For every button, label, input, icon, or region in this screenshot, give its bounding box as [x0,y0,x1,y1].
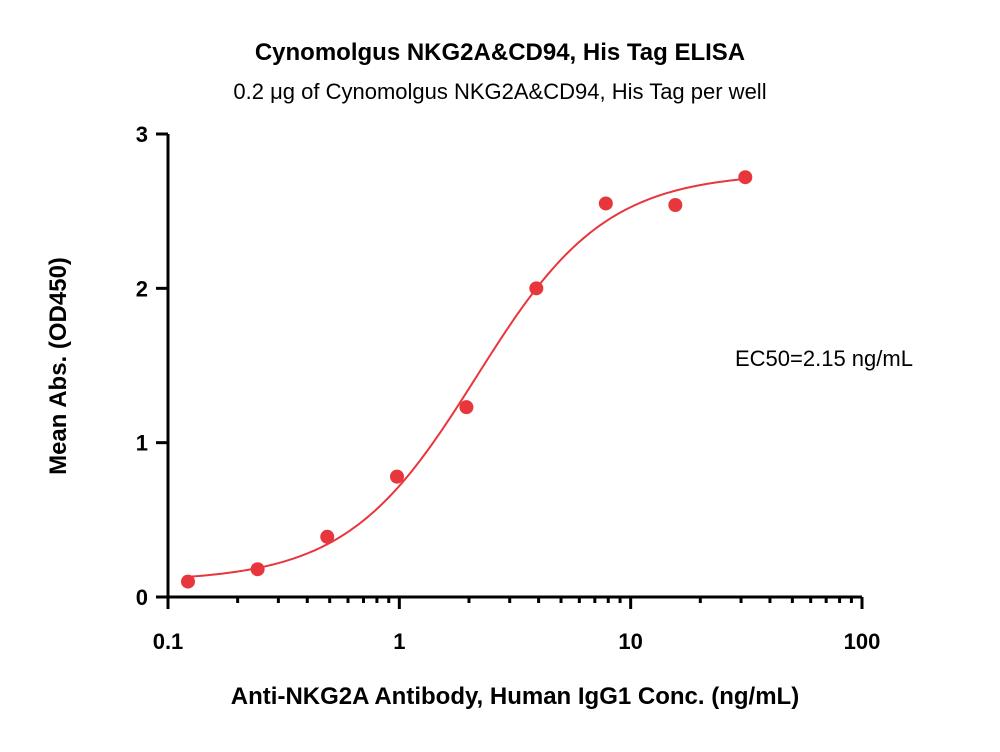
x-tick-label: 100 [844,629,881,654]
data-point [598,196,613,211]
y-tick-label: 0 [136,585,148,610]
data-point [738,170,753,185]
data-point [320,529,335,544]
x-tick-label: 0.1 [153,629,184,654]
data-point [529,281,544,296]
data-point [180,574,195,589]
fit-curve-group [187,177,746,578]
fit-curve [187,177,746,578]
data-points [180,170,753,589]
x-ticks: 0.1 1 10 100 [153,597,881,654]
data-point [250,562,265,577]
y-tick-label: 2 [136,276,148,301]
y-tick-label: 1 [136,431,148,456]
chart-subtitle: 0.2 μg of Cynomolgus NKG2A&CD94, His Tag… [233,79,766,104]
data-point [389,469,404,484]
data-point [459,400,474,415]
chart-title: Cynomolgus NKG2A&CD94, His Tag ELISA [255,39,745,66]
y-axis-label: Mean Abs. (OD450) [45,257,72,475]
ec50-annotation: EC50=2.15 ng/mL [735,346,913,371]
y-tick-label: 3 [136,122,148,147]
x-tick-label: 10 [618,629,642,654]
x-tick-label: 1 [393,629,405,654]
x-axis-label: Anti-NKG2A Antibody, Human IgG1 Conc. (n… [231,683,799,710]
y-ticks: 0 1 2 3 [136,122,168,610]
data-point [668,197,683,212]
